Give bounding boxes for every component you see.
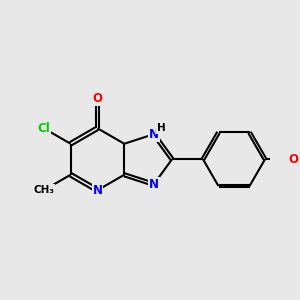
Text: N: N xyxy=(92,184,103,197)
Text: O: O xyxy=(92,92,103,105)
Text: O: O xyxy=(288,153,298,166)
Text: CH₃: CH₃ xyxy=(33,185,54,195)
Text: N: N xyxy=(149,178,159,191)
Text: N: N xyxy=(149,128,159,141)
Text: H: H xyxy=(157,123,166,133)
Text: Cl: Cl xyxy=(38,122,50,135)
